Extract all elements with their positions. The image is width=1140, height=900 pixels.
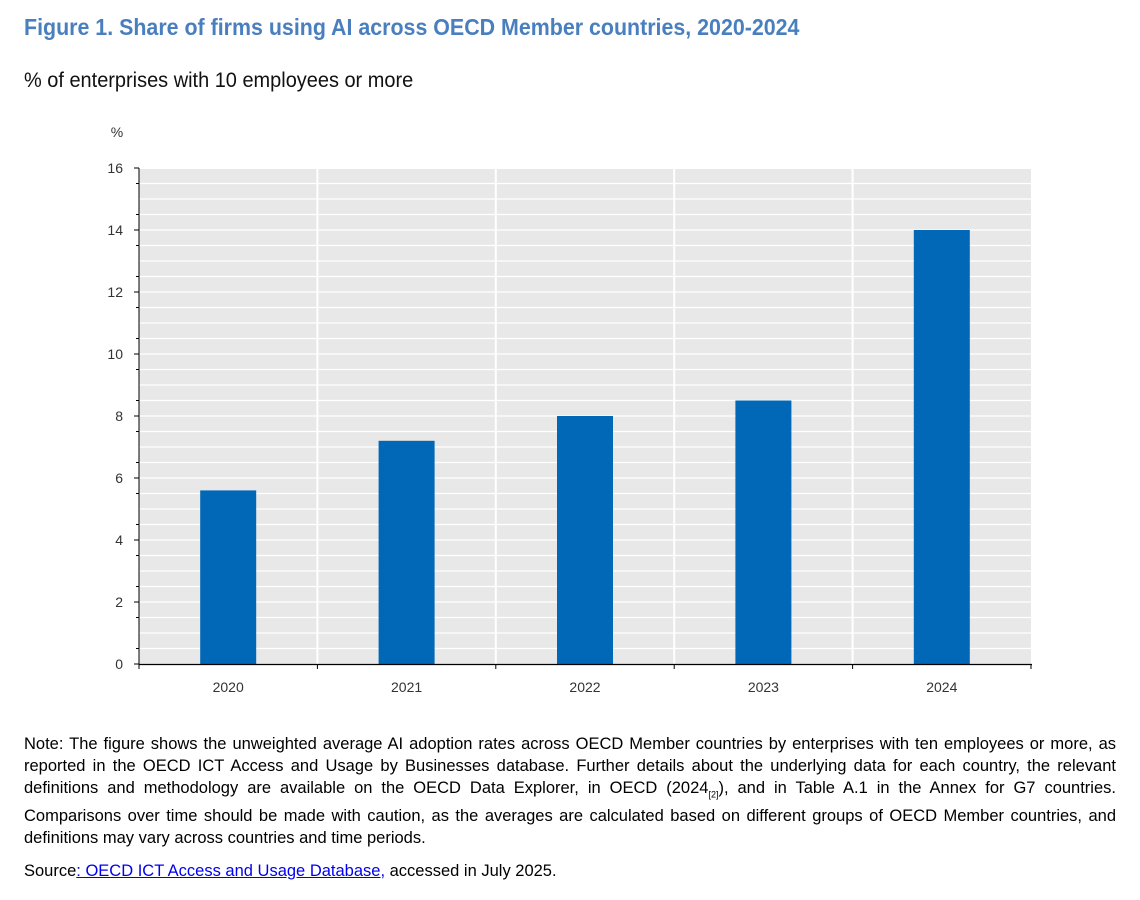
y-tick-label: 0 <box>115 656 123 672</box>
bar-2021 <box>378 440 435 664</box>
y-tick-label: 12 <box>107 284 123 300</box>
note-text: Note: The figure shows the unweighted av… <box>24 735 1116 797</box>
y-tick-label: 8 <box>115 408 123 424</box>
source-suffix: accessed in July 2025. <box>385 862 557 880</box>
figure-subtitle: % of enterprises with 10 employees or mo… <box>24 69 414 92</box>
x-tick-label: 2023 <box>748 679 779 695</box>
y-tick-label: 16 <box>107 160 123 176</box>
y-tick-label: 6 <box>115 470 123 486</box>
source-link[interactable]: : OECD ICT Access and Usage Database, <box>76 862 386 880</box>
figure-note: Note: The figure shows the unweighted av… <box>24 733 1116 849</box>
x-tick-label: 2022 <box>569 679 600 695</box>
note-reference: [2] <box>708 789 719 800</box>
y-tick-label: 14 <box>107 222 123 238</box>
bar-chart: 0 2 4 6 8 10 12 14 16% 2020 2021 2022 2023 2024 <box>107 124 1032 695</box>
bar-2023 <box>735 400 792 664</box>
y-tick-label: 10 <box>107 346 123 362</box>
y-tick-label: 2 <box>115 594 123 610</box>
figure-title: Figure 1. Share of firms using AI across… <box>24 14 800 40</box>
x-tick-label: 2020 <box>213 679 244 695</box>
x-tick-label: 2024 <box>926 679 957 695</box>
note-text-continued: ), and in Table A.1 in the Annex for G7 … <box>24 779 1116 848</box>
y-axis-unit-label: % <box>111 124 123 140</box>
figure-source: Source: OECD ICT Access and Usage Databa… <box>24 860 557 882</box>
x-tick-label: 2021 <box>391 679 422 695</box>
y-tick-label: 4 <box>115 532 123 548</box>
bar-2020 <box>200 490 257 664</box>
bar-2024 <box>913 230 970 664</box>
source-label: Source <box>24 862 77 880</box>
bar-2022 <box>557 416 613 664</box>
